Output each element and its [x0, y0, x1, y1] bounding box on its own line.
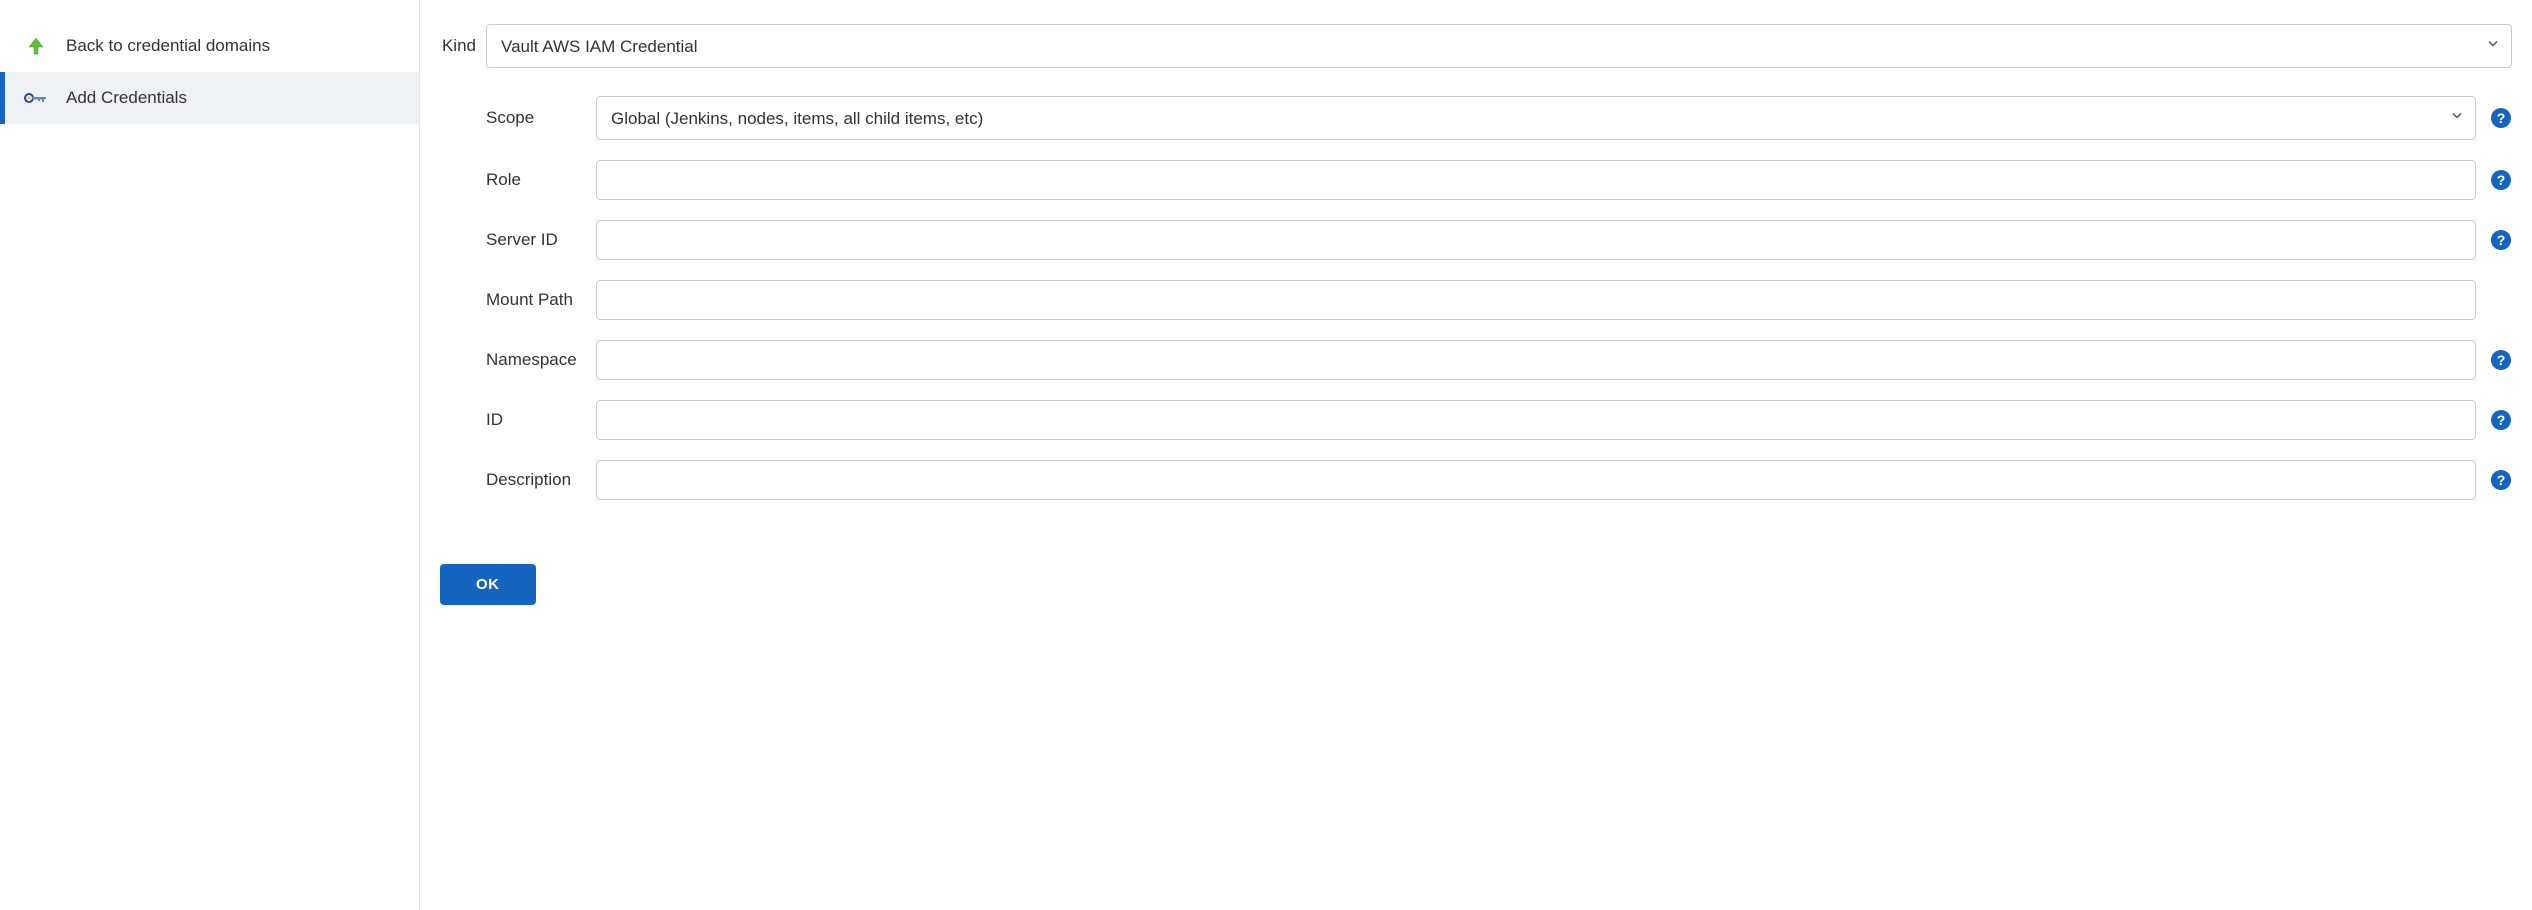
server-id-label: Server ID	[486, 230, 596, 250]
ok-button[interactable]: OK	[440, 564, 536, 605]
kind-select[interactable]: Vault AWS IAM Credential	[486, 24, 2512, 68]
help-icon[interactable]: ?	[2490, 169, 2512, 191]
server-id-input[interactable]	[596, 220, 2476, 260]
form-row-mount-path: Mount Path	[430, 280, 2512, 320]
id-input[interactable]	[596, 400, 2476, 440]
help-icon[interactable]: ?	[2490, 107, 2512, 129]
form-row-server-id: Server ID ?	[430, 220, 2512, 260]
svg-text:?: ?	[2497, 352, 2506, 368]
svg-text:?: ?	[2497, 412, 2506, 428]
form-row-description: Description ?	[430, 460, 2512, 500]
namespace-label: Namespace	[486, 350, 596, 370]
description-label: Description	[486, 470, 596, 490]
help-icon[interactable]: ?	[2490, 469, 2512, 491]
sidebar-item-add-credentials[interactable]: Add Credentials	[0, 72, 419, 124]
form-row-kind: Kind Vault AWS IAM Credential	[430, 24, 2512, 68]
main-form: Kind Vault AWS IAM Credential Scope Glob…	[420, 0, 2532, 910]
sidebar-item-back[interactable]: Back to credential domains	[0, 20, 419, 72]
description-input[interactable]	[596, 460, 2476, 500]
mount-path-input[interactable]	[596, 280, 2476, 320]
form-row-scope: Scope Global (Jenkins, nodes, items, all…	[430, 96, 2512, 140]
namespace-input[interactable]	[596, 340, 2476, 380]
sidebar-item-label: Add Credentials	[66, 88, 187, 108]
mount-path-label: Mount Path	[486, 290, 596, 310]
form-row-namespace: Namespace ?	[430, 340, 2512, 380]
key-icon	[24, 86, 48, 110]
svg-text:?: ?	[2497, 472, 2506, 488]
svg-text:?: ?	[2497, 232, 2506, 248]
form-row-id: ID ?	[430, 400, 2512, 440]
role-label: Role	[486, 170, 596, 190]
help-icon[interactable]: ?	[2490, 349, 2512, 371]
help-icon[interactable]: ?	[2490, 229, 2512, 251]
form-row-role: Role ?	[430, 160, 2512, 200]
scope-label: Scope	[486, 108, 596, 128]
id-label: ID	[486, 410, 596, 430]
arrow-up-icon	[24, 34, 48, 58]
scope-select[interactable]: Global (Jenkins, nodes, items, all child…	[596, 96, 2476, 140]
svg-text:?: ?	[2497, 172, 2506, 188]
role-input[interactable]	[596, 160, 2476, 200]
help-icon[interactable]: ?	[2490, 409, 2512, 431]
kind-label: Kind	[430, 36, 486, 56]
sidebar: Back to credential domains Add Credentia…	[0, 0, 420, 910]
sidebar-item-label: Back to credential domains	[66, 36, 270, 56]
svg-text:?: ?	[2497, 110, 2506, 126]
